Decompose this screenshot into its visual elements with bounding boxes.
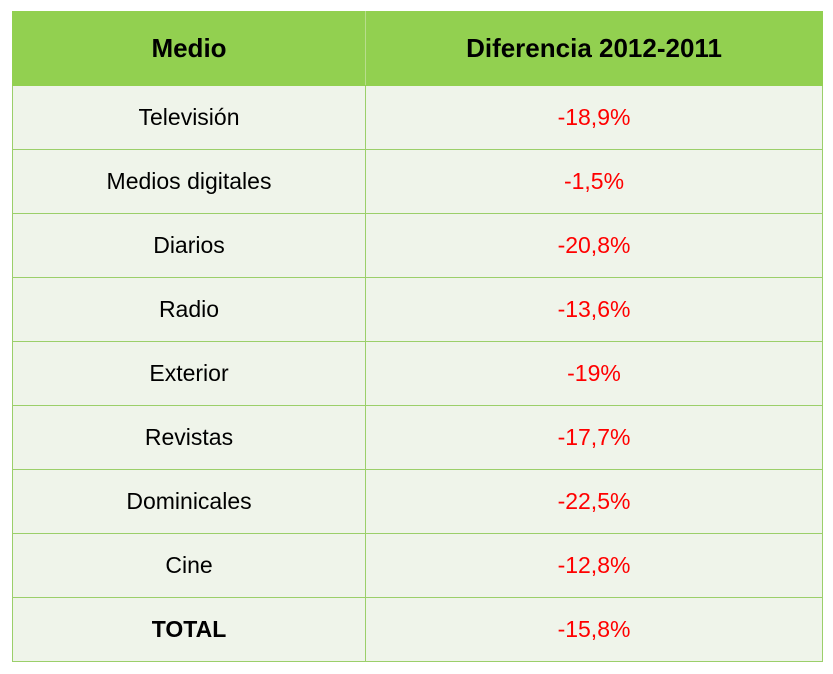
cell-diferencia: -1,5% xyxy=(365,149,823,214)
cell-medio: Radio xyxy=(12,277,366,342)
cell-diferencia: -17,7% xyxy=(365,405,823,470)
data-table: Medio Diferencia 2012-2011 Televisión -1… xyxy=(12,11,823,662)
cell-medio: Exterior xyxy=(12,341,366,406)
table-row: Dominicales -22,5% xyxy=(12,469,823,534)
table-row: Radio -13,6% xyxy=(12,277,823,342)
column-header-medio: Medio xyxy=(12,11,366,86)
table-row: Revistas -17,7% xyxy=(12,405,823,470)
table-row: Televisión -18,9% xyxy=(12,85,823,150)
cell-diferencia: -22,5% xyxy=(365,469,823,534)
cell-medio: Dominicales xyxy=(12,469,366,534)
cell-medio: Medios digitales xyxy=(12,149,366,214)
cell-diferencia: -19% xyxy=(365,341,823,406)
cell-diferencia: -20,8% xyxy=(365,213,823,278)
table-row: Exterior -19% xyxy=(12,341,823,406)
cell-medio: Revistas xyxy=(12,405,366,470)
column-header-diferencia: Diferencia 2012-2011 xyxy=(365,11,823,86)
table-row-total: TOTAL -15,8% xyxy=(12,597,823,662)
table-body: Televisión -18,9% Medios digitales -1,5%… xyxy=(12,85,823,662)
cell-diferencia-total: -15,8% xyxy=(365,597,823,662)
cell-medio-total: TOTAL xyxy=(12,597,366,662)
cell-medio: Televisión xyxy=(12,85,366,150)
cell-medio: Diarios xyxy=(12,213,366,278)
cell-diferencia: -18,9% xyxy=(365,85,823,150)
cell-medio: Cine xyxy=(12,533,366,598)
data-table-container: Medio Diferencia 2012-2011 Televisión -1… xyxy=(12,11,823,662)
table-row: Medios digitales -1,5% xyxy=(12,149,823,214)
header-row: Medio Diferencia 2012-2011 xyxy=(12,11,823,86)
cell-diferencia: -12,8% xyxy=(365,533,823,598)
table-row: Diarios -20,8% xyxy=(12,213,823,278)
table-header: Medio Diferencia 2012-2011 xyxy=(12,11,823,86)
table-row: Cine -12,8% xyxy=(12,533,823,598)
cell-diferencia: -13,6% xyxy=(365,277,823,342)
